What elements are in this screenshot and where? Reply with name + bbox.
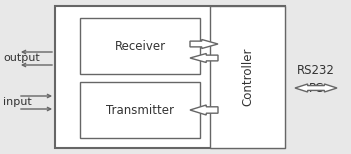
Polygon shape <box>190 105 218 115</box>
Polygon shape <box>190 53 218 63</box>
Text: Receiver: Receiver <box>114 39 166 53</box>
Text: Controller: Controller <box>241 48 254 106</box>
Text: Transmitter: Transmitter <box>106 103 174 116</box>
Bar <box>80 18 200 74</box>
Bar <box>55 6 285 148</box>
Text: PC: PC <box>309 81 324 95</box>
Text: RS232: RS232 <box>297 63 335 77</box>
Text: output: output <box>3 53 40 63</box>
Polygon shape <box>190 39 218 49</box>
Bar <box>210 6 285 148</box>
Text: input: input <box>3 97 32 107</box>
Bar <box>80 82 200 138</box>
Polygon shape <box>295 84 337 92</box>
